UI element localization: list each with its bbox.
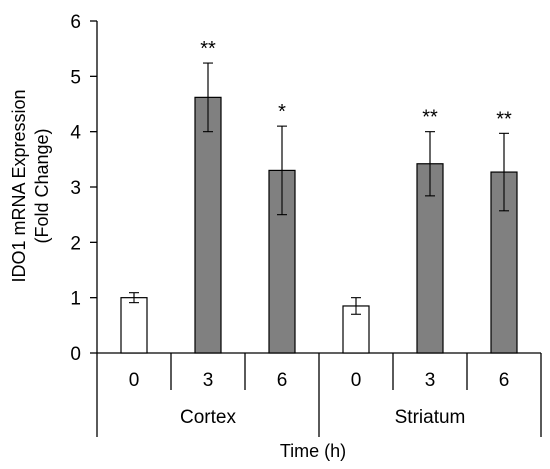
category-label: 3	[203, 370, 214, 391]
y-tick-label: 6	[70, 12, 81, 33]
y-tick-label: 3	[70, 178, 81, 199]
plot-area: 0 1 2 3 4 5 6 0 ** 3 * 6 0 ** 3 ** 6 Cortex Striatum	[70, 12, 542, 437]
bar	[120, 297, 148, 354]
y-tick-label: 2	[70, 233, 81, 254]
bar	[194, 96, 222, 354]
category-label: 6	[499, 370, 510, 391]
significance-label: *	[278, 101, 286, 123]
group-label: Striatum	[395, 407, 466, 428]
y-tick-label: 1	[70, 289, 81, 310]
category-label: 6	[277, 370, 288, 391]
group-label: Cortex	[180, 407, 236, 428]
y-tick-label: 0	[70, 344, 81, 365]
significance-label: **	[200, 38, 216, 60]
significance-label: **	[422, 107, 438, 129]
y-tick-label: 5	[70, 67, 81, 88]
y-tick-label: 4	[70, 123, 81, 144]
category-label: 0	[351, 370, 362, 391]
x-axis-title: Time (h)	[280, 441, 346, 461]
significance-label: **	[496, 108, 512, 130]
y-axis-title-line2: (Fold Change)	[32, 128, 52, 243]
category-label: 3	[425, 370, 436, 391]
y-axis-title: IDO1 mRNA Expression (Fold Change)	[9, 89, 52, 282]
y-axis-title-line1: IDO1 mRNA Expression	[9, 89, 29, 282]
category-label: 0	[129, 370, 140, 391]
